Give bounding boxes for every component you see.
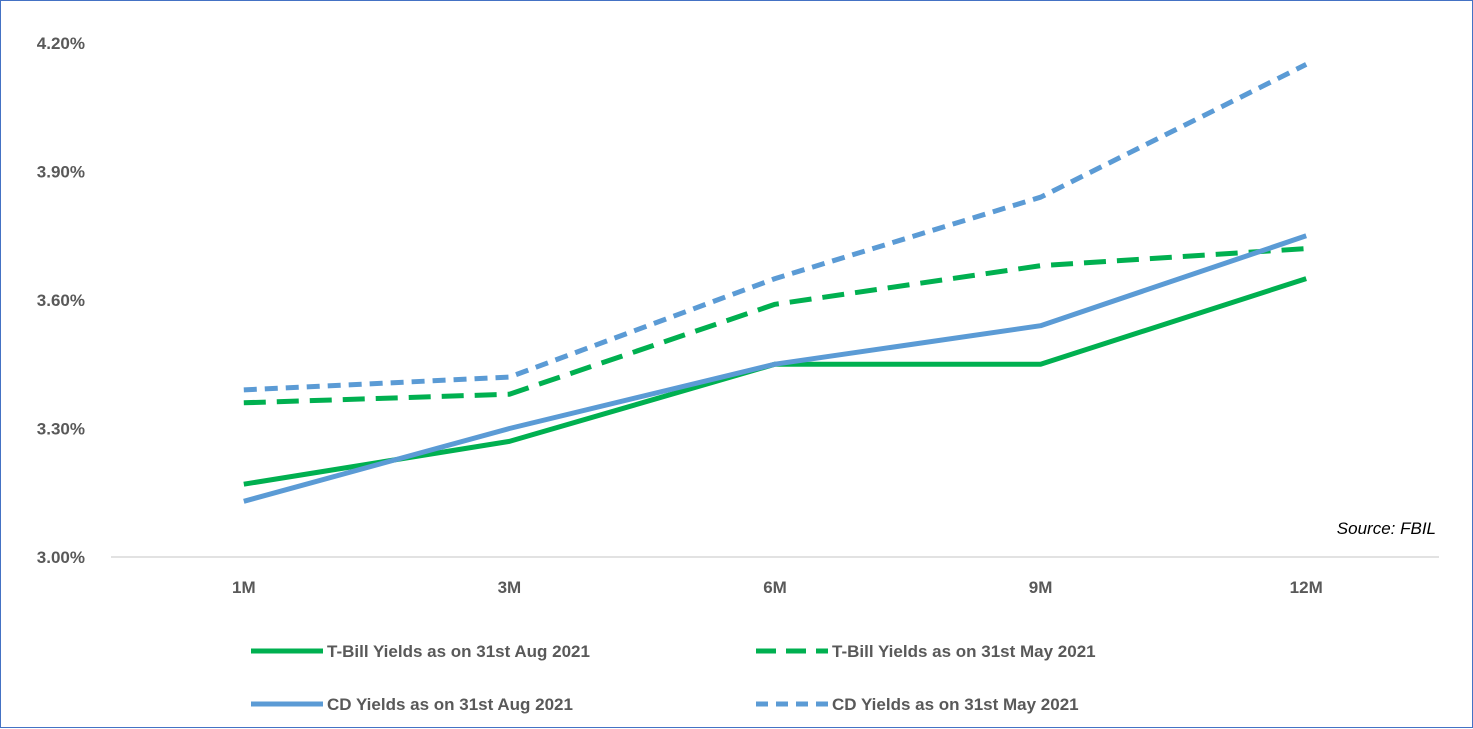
x-tick-label: 3M	[498, 578, 522, 597]
x-tick-label: 1M	[232, 578, 256, 597]
x-tick-label: 6M	[763, 578, 787, 597]
legend: T-Bill Yields as on 31st Aug 2021 T-Bill …	[251, 642, 1096, 714]
x-tick-labels: 1M 3M 6M 9M 12M	[232, 578, 1323, 597]
series-line-4	[243, 62, 1308, 393]
source-annotation: Source: FBIL	[1337, 519, 1436, 538]
legend-label-1: T-Bill Yields as on 31st Aug 2021	[327, 642, 590, 661]
y-tick-labels: 3.00% 3.30% 3.60% 3.90% 4.20%	[37, 34, 85, 567]
x-tick-label: 12M	[1290, 578, 1323, 597]
y-tick-label: 3.00%	[37, 548, 85, 567]
series-line-2	[243, 246, 1307, 406]
x-tick-label: 9M	[1029, 578, 1053, 597]
legend-label-3: CD Yields as on 31st Aug 2021	[327, 695, 573, 714]
series-lines	[243, 62, 1308, 504]
y-tick-label: 4.20%	[37, 34, 85, 53]
legend-label-4: CD Yields as on 31st May 2021	[832, 695, 1079, 714]
series-line-3	[243, 233, 1308, 504]
y-tick-label: 3.30%	[37, 420, 85, 439]
legend-label-2: T-Bill Yields as on 31st May 2021	[832, 642, 1096, 661]
y-tick-label: 3.90%	[37, 163, 85, 182]
y-tick-label: 3.60%	[37, 291, 85, 310]
